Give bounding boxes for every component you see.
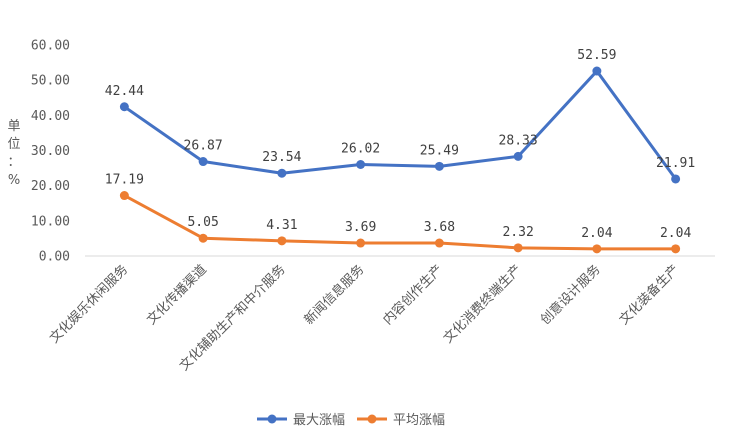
y-axis-ticks: 0.00 10.00 20.00 30.00 40.00 50.00 60.00 (31, 39, 70, 265)
data-label: 5.05 (187, 215, 218, 230)
data-label: 26.02 (341, 141, 380, 156)
data-point (671, 244, 681, 254)
y-tick-label: 20.00 (31, 179, 70, 194)
data-label: 42.44 (105, 84, 144, 99)
category-label: 新闻信息服务 (301, 262, 367, 328)
category-label: 创意设计服务 (537, 262, 603, 328)
category-label: 文化娱乐休闲服务 (46, 262, 131, 347)
category-label: 文化装备生产 (616, 262, 682, 328)
legend-marker-2 (367, 414, 377, 424)
data-label: 2.04 (581, 226, 612, 241)
y-tick-label: 60.00 (31, 39, 70, 54)
data-point (119, 191, 129, 201)
legend: 最大涨幅 平均涨幅 (257, 413, 445, 428)
data-label: 23.54 (262, 150, 301, 165)
data-label: 21.91 (656, 156, 695, 171)
series-group: 42.44 26.87 23.54 26.02 25.49 28.33 52.59 21.91… (105, 48, 695, 254)
category-label: 文化传播渠道 (144, 262, 210, 328)
series-line-2 (123, 194, 676, 251)
data-label: 52.59 (577, 48, 616, 63)
category-label: 内容创作生产 (380, 262, 446, 328)
data-label: 25.49 (420, 143, 459, 158)
data-label: 3.69 (345, 220, 376, 235)
data-point (671, 174, 681, 184)
data-label: 28.33 (499, 133, 538, 148)
data-point (434, 238, 444, 248)
data-label: 2.04 (660, 226, 691, 241)
data-point (198, 233, 208, 243)
data-point (356, 238, 366, 248)
y-tick-label: 50.00 (31, 74, 70, 89)
legend-label-2: 平均涨幅 (393, 413, 445, 428)
y-axis-label: 单位：% (7, 119, 20, 188)
data-point (592, 66, 602, 76)
data-point (356, 159, 366, 169)
data-label: 3.68 (424, 220, 455, 235)
data-point (277, 168, 287, 178)
y-tick-label: 30.00 (31, 144, 70, 159)
legend-label-1: 最大涨幅 (293, 413, 345, 428)
data-label: 2.32 (502, 225, 533, 240)
category-label: 文化消费终端生产 (440, 262, 525, 347)
data-label: 17.19 (105, 173, 144, 188)
legend-marker-1 (267, 414, 277, 424)
data-point (513, 151, 523, 161)
data-point (434, 161, 444, 171)
data-point (513, 243, 523, 253)
data-label: 26.87 (184, 139, 223, 154)
y-tick-label: 10.00 (31, 214, 70, 229)
y-tick-label: 0.00 (39, 250, 70, 265)
data-point (198, 157, 208, 167)
data-point (277, 236, 287, 246)
data-point (119, 102, 129, 112)
data-label: 4.31 (266, 218, 297, 233)
y-tick-label: 40.00 (31, 109, 70, 124)
data-point (592, 244, 602, 254)
series-line-1 (123, 69, 677, 180)
